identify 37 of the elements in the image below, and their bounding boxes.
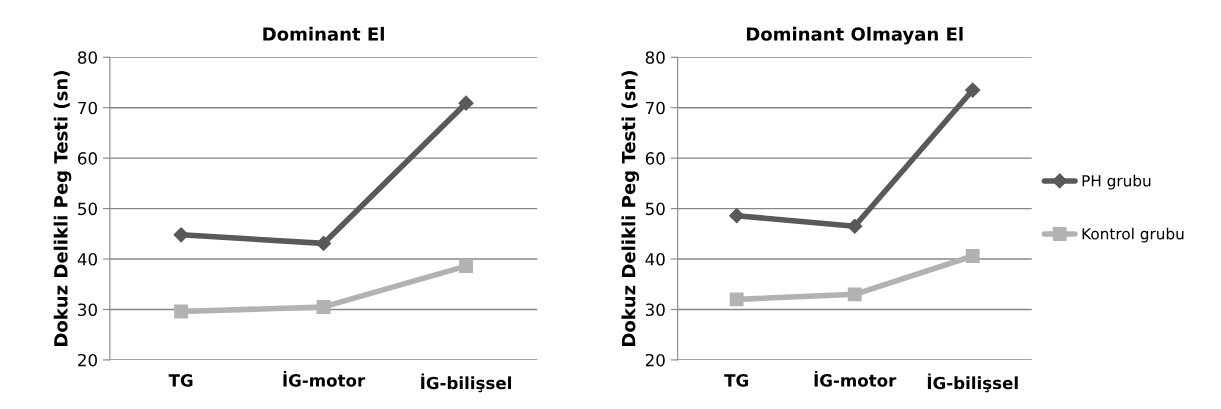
point bbox=[965, 82, 981, 98]
point bbox=[729, 208, 745, 224]
x-tick-label: İG-motor bbox=[283, 371, 366, 387]
y-axis-title: Dokuz Delikli Peg Testi (sn) bbox=[621, 71, 640, 347]
x-tick-label: İG-bilişsel bbox=[421, 373, 511, 393]
y-tick-label: 40 bbox=[77, 253, 97, 266]
y-tick-label: 50 bbox=[78, 202, 97, 216]
legend-label: Kontrol grubu bbox=[1082, 227, 1184, 243]
legend-label: PH grubu bbox=[1082, 174, 1151, 190]
point bbox=[174, 304, 189, 319]
y-tick-label: 70 bbox=[78, 101, 97, 115]
y-tick-label: 40 bbox=[645, 253, 665, 266]
y-tick-label: 60 bbox=[78, 152, 97, 165]
point bbox=[847, 218, 863, 234]
y-tick-label: 20 bbox=[645, 353, 665, 367]
y-tick-label: 80 bbox=[645, 51, 665, 64]
y-tick-label: 30 bbox=[645, 303, 665, 317]
x-tick-label: İG-bilişsel bbox=[927, 373, 1018, 393]
chart-title: Dominant Olmayan El bbox=[746, 26, 963, 45]
point bbox=[459, 259, 473, 274]
x-tick-label: TG bbox=[724, 374, 748, 387]
y-tick-label: 20 bbox=[78, 353, 97, 367]
point bbox=[316, 300, 331, 314]
point bbox=[458, 95, 474, 111]
y-axis-title: Dokuz Delikli Peg Testi (sn) bbox=[53, 71, 72, 347]
y-tick-label: 70 bbox=[646, 101, 665, 115]
point bbox=[729, 292, 744, 307]
y-tick-label: 50 bbox=[645, 202, 665, 216]
point bbox=[965, 249, 980, 263]
y-tick-label: 80 bbox=[78, 51, 97, 64]
point bbox=[173, 227, 189, 243]
y-tick-label: 30 bbox=[78, 303, 97, 317]
x-tick-label: İG-motor bbox=[814, 371, 897, 387]
x-tick-label: TG bbox=[168, 374, 193, 387]
point bbox=[847, 287, 862, 302]
chart-title: Dominant El bbox=[263, 26, 384, 41]
y-tick-label: 60 bbox=[645, 152, 665, 165]
